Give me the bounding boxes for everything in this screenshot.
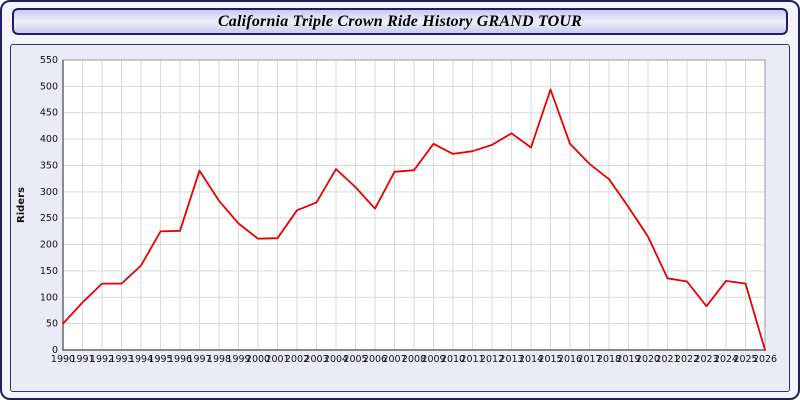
x-tick-label: 2005 xyxy=(343,354,367,365)
x-tick-label: 2001 xyxy=(265,354,289,365)
x-tick-label: 2002 xyxy=(285,354,309,365)
x-tick-label: 2003 xyxy=(304,354,328,365)
x-tick-label: 2023 xyxy=(694,354,718,365)
x-tick-label: 1993 xyxy=(109,354,133,365)
chart-panel: 0 50 100 150 200 250 300 350 400 450 500 550 1990 199… xyxy=(10,44,790,392)
x-tick-label: 2006 xyxy=(363,354,387,365)
grid-lines xyxy=(62,59,766,351)
x-axis-labels: 1990199119921993199419951996199719981999… xyxy=(51,354,777,365)
x-tick-label: 2013 xyxy=(499,354,523,365)
y-tick-label: 500 xyxy=(40,81,58,92)
x-tick-label: 1999 xyxy=(226,354,250,365)
y-tick-label: 400 xyxy=(40,134,58,145)
x-tick-label: 2011 xyxy=(460,354,484,365)
axis-lines xyxy=(62,60,765,351)
chart-svg: 0501001502002503003504004505005501990199… xyxy=(16,55,777,365)
x-tick-label: 1998 xyxy=(207,354,231,365)
x-tick-label: 2026 xyxy=(753,354,777,365)
x-tick-label: 1995 xyxy=(148,354,172,365)
x-tick-label: 2020 xyxy=(636,354,660,365)
y-axis-labels: 0 50 100 150 200 250 300 350 400 450 500 550 xyxy=(40,55,58,356)
y-tick-label: 0 xyxy=(52,345,58,356)
x-tick-label: 2014 xyxy=(519,354,543,365)
x-tick-label: 1994 xyxy=(129,354,153,365)
x-tick-label: 2016 xyxy=(558,354,582,365)
page-title: California Triple Crown Ride History GRA… xyxy=(217,12,583,30)
x-tick-label: 1996 xyxy=(168,354,192,365)
x-tick-label: 2021 xyxy=(655,354,679,365)
x-tick-label: 2019 xyxy=(616,354,640,365)
x-tick-label: 2024 xyxy=(714,354,738,365)
x-tick-label: 1990 xyxy=(51,354,75,365)
chart-title-bar: California Triple Crown Ride History GRA… xyxy=(12,8,788,35)
y-tick-label: 550 xyxy=(40,55,58,66)
y-tick-label: 150 xyxy=(40,266,58,277)
x-tick-label: 1997 xyxy=(187,354,211,365)
y-tick-label: 350 xyxy=(40,160,58,171)
x-tick-label: 2004 xyxy=(324,354,348,365)
x-tick-label: 2010 xyxy=(441,354,465,365)
x-tick-label: 2015 xyxy=(538,354,562,365)
x-tick-label: 2007 xyxy=(382,354,406,365)
x-tick-label: 2022 xyxy=(675,354,699,365)
x-tick-label: 2012 xyxy=(480,354,504,365)
y-axis-label: Riders xyxy=(16,187,27,223)
y-tick-label: 50 xyxy=(46,319,58,330)
y-tick-label: 300 xyxy=(40,187,58,198)
x-tick-label: 2017 xyxy=(577,354,601,365)
y-tick-label: 200 xyxy=(40,240,58,251)
data-line xyxy=(62,88,766,351)
x-tick-label: 1991 xyxy=(70,354,94,365)
y-tick-label: 450 xyxy=(40,108,58,119)
y-tick-label: 250 xyxy=(40,213,58,224)
x-tick-label: 1992 xyxy=(90,354,114,365)
x-tick-label: 2000 xyxy=(246,354,270,365)
x-tick-label: 2009 xyxy=(421,354,445,365)
y-tick-label: 100 xyxy=(40,292,58,303)
x-tick-label: 2008 xyxy=(402,354,426,365)
x-tick-label: 2025 xyxy=(733,354,757,365)
x-tick-label: 2018 xyxy=(597,354,621,365)
